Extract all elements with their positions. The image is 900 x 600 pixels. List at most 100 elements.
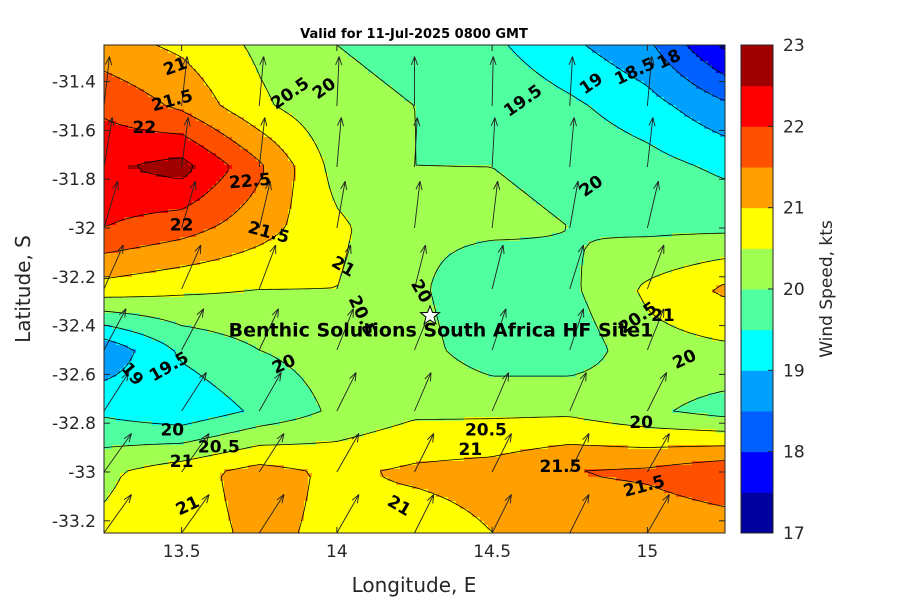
contour-cell	[468, 77, 473, 82]
contour-cell	[312, 125, 317, 130]
contour-cell	[660, 85, 665, 90]
contour-cell	[460, 133, 465, 138]
contour-cell	[240, 137, 245, 142]
contour-cell	[372, 157, 377, 162]
contour-cell	[352, 69, 357, 74]
contour-cell	[588, 129, 593, 134]
contour-cell	[444, 169, 449, 174]
contour-cell	[476, 125, 481, 130]
contour-cell	[668, 145, 673, 150]
contour-cell	[676, 137, 681, 142]
contour-cell	[716, 117, 721, 122]
contour-cell	[644, 45, 649, 50]
contour-cell	[540, 157, 545, 162]
contour-cell	[440, 81, 445, 86]
contour-cell	[416, 45, 421, 50]
contour-cell	[160, 77, 165, 82]
contour-cell	[228, 121, 233, 126]
contour-cell	[584, 45, 589, 50]
contour-cell	[256, 97, 261, 102]
contour-cell	[540, 129, 545, 134]
contour-cell	[696, 113, 701, 118]
contour-cell	[292, 85, 297, 90]
contour-cell	[168, 89, 173, 94]
contour-cell	[688, 61, 693, 66]
contour-cell	[144, 81, 149, 86]
contour-cell	[596, 117, 601, 122]
contour-cell	[684, 121, 689, 126]
contour-cell	[132, 161, 137, 166]
contour-cell	[356, 77, 361, 82]
contour-cell	[684, 129, 689, 134]
contour-cell	[516, 161, 521, 166]
contour-cell	[488, 113, 493, 118]
contour-cell	[304, 93, 309, 98]
contour-cell	[200, 61, 205, 66]
contour-cell	[576, 77, 581, 82]
contour-cell	[440, 141, 445, 146]
contour-cell	[708, 81, 713, 86]
contour-cell	[656, 157, 661, 162]
contour-cell	[148, 53, 153, 58]
contour-cell	[312, 45, 317, 50]
contour-cell	[692, 113, 697, 118]
contour-cell	[596, 61, 601, 66]
contour-cell	[460, 61, 465, 66]
contour-cell	[184, 153, 189, 158]
contour-cell	[328, 69, 333, 74]
contour-cell	[108, 69, 113, 74]
contour-cell	[616, 61, 621, 66]
contour-cell	[456, 101, 461, 106]
contour-cell	[548, 65, 553, 70]
contour-cell	[436, 61, 441, 66]
contour-cell	[196, 161, 201, 166]
contour-cell	[660, 133, 665, 138]
contour-cell	[440, 129, 445, 134]
contour-cell	[456, 133, 461, 138]
contour-cell	[712, 109, 717, 114]
contour-cell	[340, 133, 345, 138]
contour-cell	[500, 133, 505, 138]
contour-cell	[320, 57, 325, 62]
contour-cell	[584, 145, 589, 150]
contour-cell	[108, 145, 113, 150]
contour-cell	[340, 73, 345, 78]
contour-cell	[692, 133, 697, 138]
contour-cell	[172, 121, 177, 126]
contour-cell	[432, 105, 437, 110]
contour-cell	[280, 81, 285, 86]
contour-cell	[264, 149, 269, 154]
contour-cell	[228, 85, 233, 90]
contour-cell	[356, 93, 361, 98]
contour-cell	[484, 73, 489, 78]
contour-cell	[496, 77, 501, 82]
contour-cell	[420, 113, 425, 118]
contour-cell	[304, 141, 309, 146]
contour-cell	[392, 117, 397, 122]
contour-cell	[672, 161, 677, 166]
contour-cell	[660, 93, 665, 98]
contour-cell	[212, 77, 217, 82]
contour-cell	[320, 129, 325, 134]
contour-cell	[324, 57, 329, 62]
contour-cell	[448, 125, 453, 130]
contour-cell	[112, 97, 117, 102]
contour-cell	[536, 77, 541, 82]
contour-cell	[360, 109, 365, 114]
contour-cell	[508, 57, 513, 62]
contour-cell	[588, 125, 593, 130]
contour-cell	[596, 137, 601, 142]
contour-cell	[428, 65, 433, 70]
contour-cell	[668, 73, 673, 78]
contour-cell	[276, 77, 281, 82]
contour-cell	[124, 153, 129, 158]
contour-cell	[516, 137, 521, 142]
contour-cell	[408, 113, 413, 118]
contour-cell	[240, 45, 245, 50]
contour-cell	[120, 53, 125, 58]
contour-cell	[392, 85, 397, 90]
contour-cell	[180, 165, 185, 170]
contour-cell	[424, 93, 429, 98]
contour-cell	[684, 141, 689, 146]
contour-cell	[620, 69, 625, 74]
